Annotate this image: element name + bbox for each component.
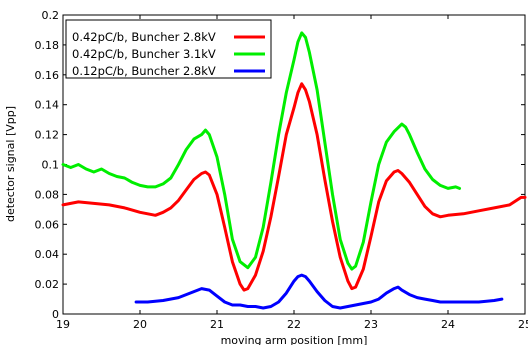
y-tick-label: 0.04 bbox=[35, 248, 60, 261]
legend: 0.42pC/b, Buncher 2.8kV 0.42pC/b, Buncher… bbox=[65, 19, 272, 79]
y-tick-label: 0.16 bbox=[35, 69, 60, 82]
x-tick-label: 22 bbox=[287, 318, 301, 331]
x-tick-label: 19 bbox=[56, 318, 70, 331]
series-layer bbox=[61, 31, 527, 310]
y-tick-label: 0.1 bbox=[42, 159, 60, 172]
y-tick-label: 0.12 bbox=[35, 129, 60, 142]
axis-ticks: 19 20 21 22 23 24 25 0 0.02 0.04 0.06 0.08 0.1 0.12 0.… bbox=[35, 9, 528, 331]
series-line-1 bbox=[61, 82, 527, 292]
y-tick-label: 0.14 bbox=[35, 99, 60, 112]
legend-label-3: 0.12pC/b, Buncher 2.8kV bbox=[72, 64, 216, 78]
series-line-3 bbox=[134, 273, 504, 310]
legend-label-1: 0.42pC/b, Buncher 2.8kV bbox=[72, 30, 216, 44]
x-tick-label: 24 bbox=[441, 318, 455, 331]
y-tick-label: 0.02 bbox=[35, 278, 60, 291]
y-tick-label: 0.18 bbox=[35, 39, 60, 52]
y-tick-label: 0.2 bbox=[42, 9, 60, 22]
x-tick-label: 25 bbox=[518, 318, 528, 331]
legend-label-2: 0.42pC/b, Buncher 3.1kV bbox=[72, 47, 216, 61]
series-line-2 bbox=[61, 31, 461, 271]
y-axis-label: detector signal [Vpp] bbox=[4, 106, 17, 222]
x-tick-label: 23 bbox=[364, 318, 378, 331]
x-tick-label: 20 bbox=[133, 318, 147, 331]
legend-box bbox=[65, 19, 272, 79]
y-tick-label: 0.08 bbox=[35, 188, 60, 201]
y-tick-label: 0 bbox=[52, 308, 59, 321]
y-tick-label: 0.06 bbox=[35, 218, 60, 231]
x-tick-label: 21 bbox=[210, 318, 224, 331]
x-axis-label: moving arm position [mm] bbox=[221, 334, 368, 345]
